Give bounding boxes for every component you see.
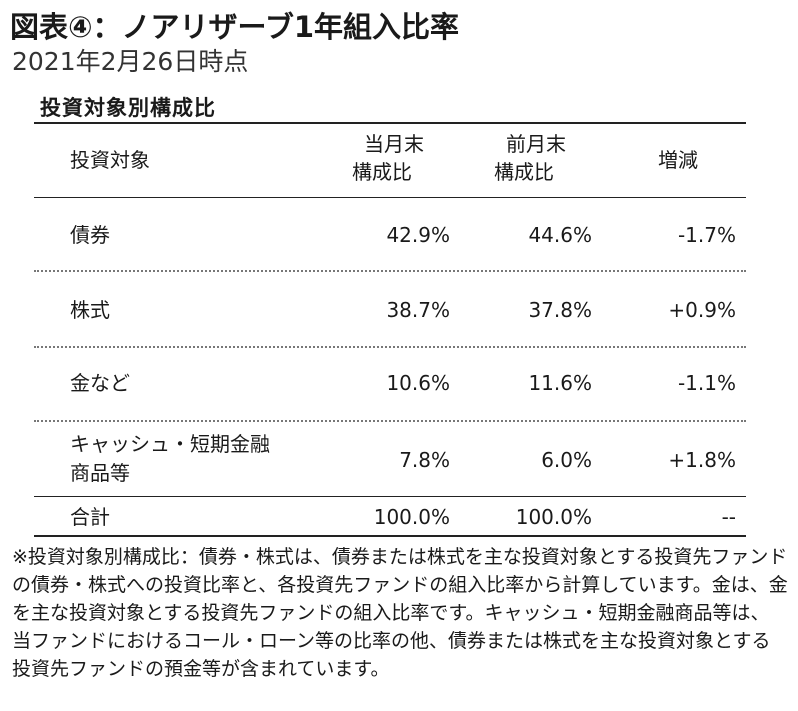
row-label-line2: 商品等 bbox=[70, 461, 130, 485]
footnote: ※投資対象別構成比：債券・株式は、債券または株式を主な投資対象とする投資先ファン… bbox=[12, 546, 788, 680]
total-change: -- bbox=[721, 505, 736, 529]
row-previous: 6.0% bbox=[541, 448, 592, 472]
row-divider bbox=[34, 420, 746, 422]
page-title: 図表④：ノアリザーブ1年組入比率 bbox=[10, 10, 459, 44]
header-previous-line1: 前月末 bbox=[506, 132, 566, 156]
header-target: 投資対象 bbox=[70, 148, 150, 172]
row-current: 38.7% bbox=[386, 298, 450, 322]
row-label-line1: キャッシュ・短期金融 bbox=[70, 432, 270, 456]
row-change: -1.7% bbox=[677, 223, 736, 247]
header-change: 増減 bbox=[658, 148, 698, 172]
table-bottom-rule bbox=[34, 535, 746, 537]
row-divider bbox=[34, 346, 746, 348]
row-label: 株式 bbox=[70, 298, 110, 322]
row-current: 7.8% bbox=[399, 448, 450, 472]
header-rule bbox=[34, 197, 746, 198]
row-change: -1.1% bbox=[677, 371, 736, 395]
header-current-line1: 当月末 bbox=[364, 132, 424, 156]
row-change: +1.8% bbox=[668, 448, 736, 472]
total-previous: 100.0% bbox=[515, 505, 592, 529]
section-heading: 投資対象別構成比 bbox=[40, 96, 216, 120]
row-divider bbox=[34, 270, 746, 272]
header-previous-line2: 構成比 bbox=[494, 160, 554, 184]
table-top-rule bbox=[34, 122, 746, 124]
row-previous: 11.6% bbox=[528, 371, 592, 395]
header-current-line2: 構成比 bbox=[352, 160, 412, 184]
row-previous: 44.6% bbox=[528, 223, 592, 247]
total-label: 合計 bbox=[70, 505, 110, 529]
as-of-date: 2021年2月26日時点 bbox=[12, 47, 249, 76]
row-current: 42.9% bbox=[386, 223, 450, 247]
row-label: 債券 bbox=[70, 223, 110, 247]
total-current: 100.0% bbox=[373, 505, 450, 529]
row-label: 金など bbox=[70, 371, 130, 395]
row-change: +0.9% bbox=[668, 298, 736, 322]
row-previous: 37.8% bbox=[528, 298, 592, 322]
row-current: 10.6% bbox=[386, 371, 450, 395]
total-rule bbox=[34, 496, 746, 497]
